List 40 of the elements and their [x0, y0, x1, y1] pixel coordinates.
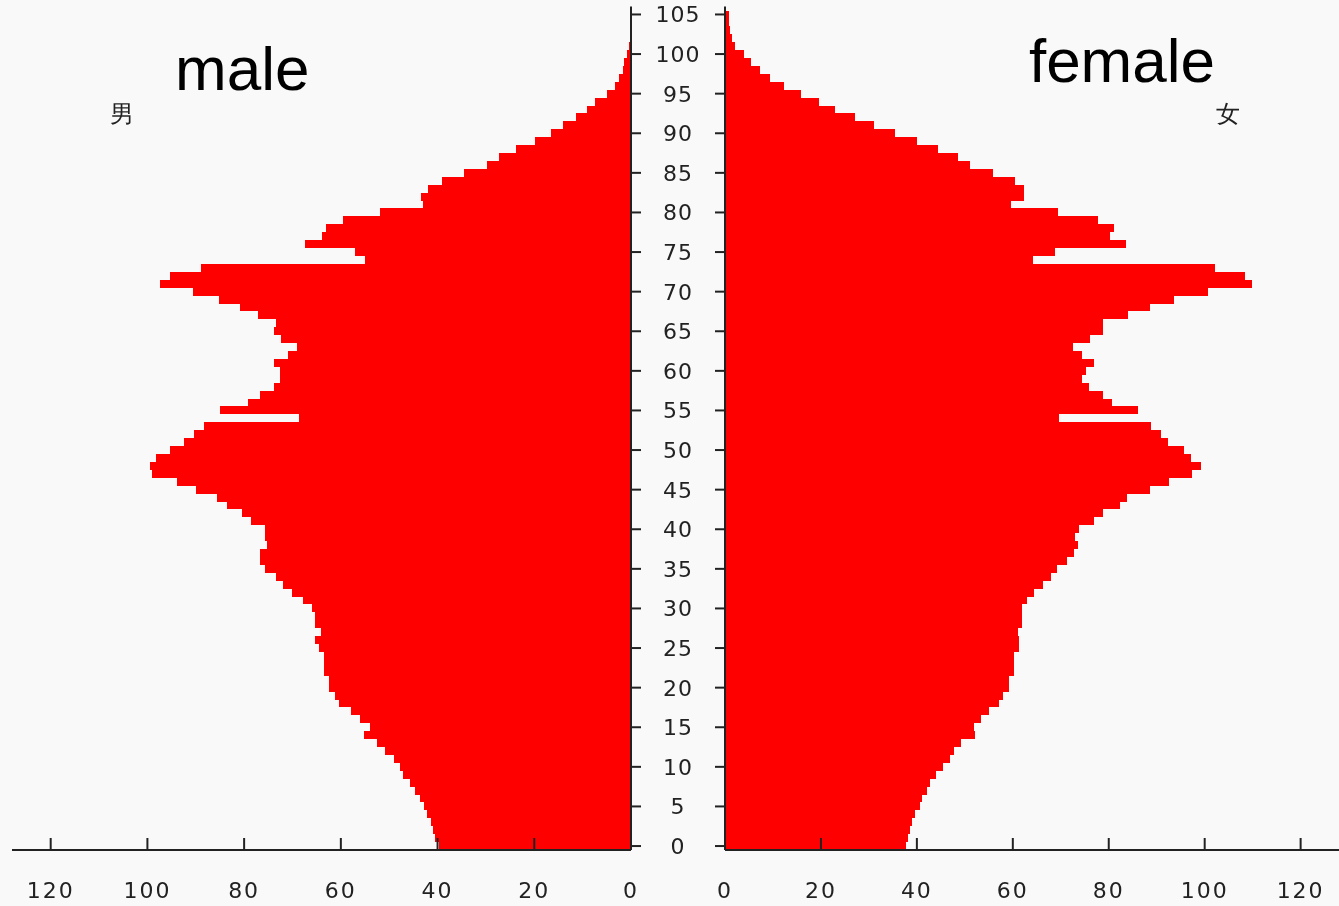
y-tick-label: 10 [663, 754, 693, 780]
y-tick-label: 60 [663, 358, 693, 384]
y-tick-label: 5 [670, 794, 686, 820]
y-tick-label: 20 [663, 675, 693, 701]
x-tick-label: 120 [26, 878, 75, 903]
annotation: 女 [1216, 100, 1240, 128]
annotation: 男 [110, 100, 134, 128]
y-tick-label: 0 [670, 834, 686, 860]
y-tick-label: 25 [663, 636, 693, 662]
y-tick-label: 15 [663, 715, 693, 741]
y-tick-label: 95 [663, 81, 693, 107]
x-tick-label: 80 [1092, 878, 1125, 903]
y-tick-label: 35 [663, 556, 693, 582]
y-tick-label: 85 [663, 160, 693, 186]
y-tick-label: 55 [663, 398, 693, 424]
x-tick-label: 100 [1180, 878, 1229, 903]
x-tick-label: 40 [900, 878, 933, 903]
title: female [1028, 26, 1215, 95]
y-tick-label: 40 [663, 517, 693, 543]
x-tick-label: 40 [421, 878, 454, 903]
y-tick-label: 90 [663, 121, 693, 147]
x-tick-label: 60 [324, 878, 357, 903]
y-tick-label: 80 [663, 200, 693, 226]
y-tick-label: 65 [663, 319, 693, 345]
x-tick-label: 60 [996, 878, 1029, 903]
x-tick-label: 20 [804, 878, 837, 903]
y-tick-label: 70 [663, 279, 693, 305]
y-tick-label: 50 [663, 438, 693, 464]
y-tick-label: 45 [663, 477, 693, 503]
y-tick-label: 100 [655, 42, 701, 68]
y-tick-label: 75 [663, 240, 693, 266]
x-tick-label: 100 [123, 878, 172, 903]
x-tick-label: 120 [1276, 878, 1325, 903]
y-tick-label: 30 [663, 596, 693, 622]
title: male [175, 34, 310, 103]
x-tick-label: 20 [518, 878, 551, 903]
x-tick-label: 80 [228, 878, 261, 903]
x-tick-label: 0 [717, 878, 733, 903]
y-tick-label: 105 [655, 2, 701, 28]
x-tick-label: 0 [623, 878, 639, 903]
